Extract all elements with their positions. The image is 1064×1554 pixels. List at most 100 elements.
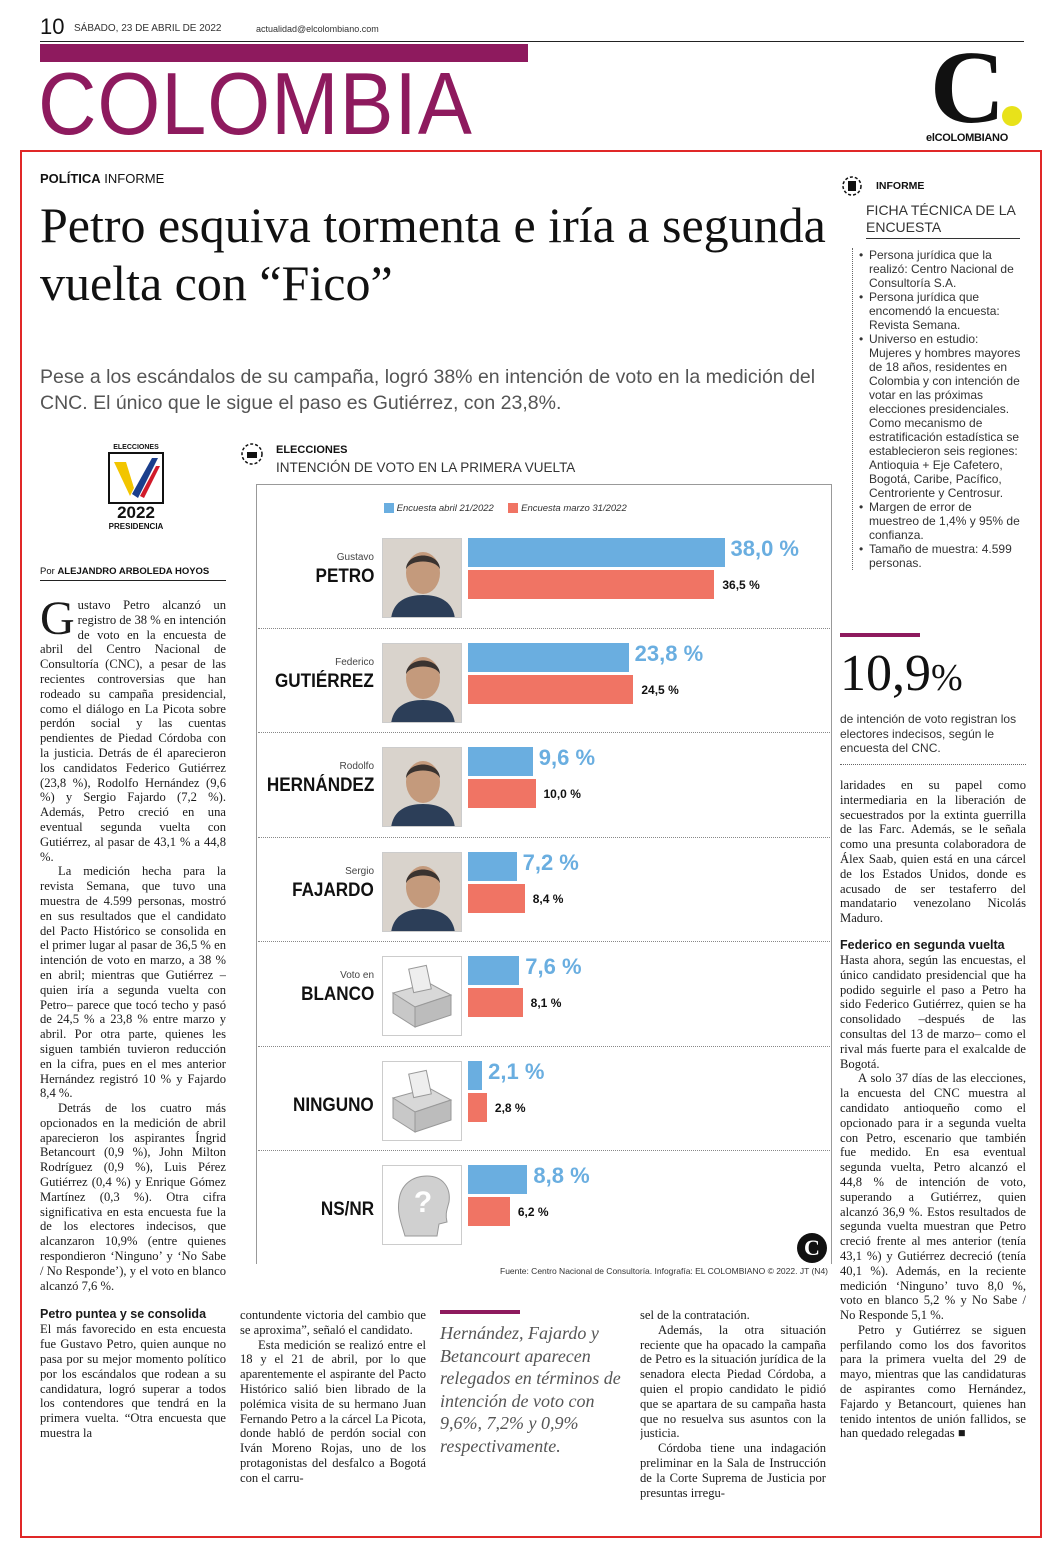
kicker-bold: POLÍTICA bbox=[40, 171, 101, 186]
bar-abril bbox=[468, 1165, 528, 1194]
ficha-item: Persona jurídica que la realizó: Centro … bbox=[857, 248, 1022, 290]
kicker: POLÍTICA INFORME bbox=[40, 171, 164, 186]
ficha-item: Margen de error de muestreo de 1,4% y 95… bbox=[857, 500, 1022, 542]
value-label-abril: 9,6 % bbox=[538, 745, 596, 770]
col4-p2: Además, la otra situación reciente que h… bbox=[640, 1322, 826, 1441]
legend-swatch-marzo bbox=[508, 503, 519, 514]
ficha-item: Tamaño de muestra: 4.599 personas. bbox=[857, 542, 1022, 570]
ballot-box-icon bbox=[382, 956, 462, 1036]
col2-p1: contundente victoria del cambio que se a… bbox=[240, 1308, 426, 1337]
photo-petro-icon bbox=[382, 538, 462, 618]
chart-row: Voto en BLANCO 7,6 % 8,1 % bbox=[258, 942, 830, 1047]
chart-row: Sergio FAJARDO 7,2 % 8,4 % bbox=[258, 838, 830, 942]
bar-marzo bbox=[468, 570, 715, 599]
col5-p4: Petro y Gutiérrez se siguen perfilando c… bbox=[840, 1322, 1026, 1441]
ficha-item: Persona jurídica que encomendó la encues… bbox=[857, 290, 1022, 332]
photo-fajardo-icon bbox=[382, 851, 462, 932]
value-label-marzo: 6,2 % bbox=[517, 1205, 549, 1219]
category-first-name: Sergio bbox=[345, 865, 374, 877]
category-label: PETRO bbox=[315, 566, 374, 587]
value-label-abril: 23,8 % bbox=[634, 640, 704, 666]
logo: C elCOLOMBIANO bbox=[926, 36, 1026, 148]
dropcap: G bbox=[40, 598, 75, 645]
bar-marzo bbox=[468, 779, 536, 808]
value-label-marzo: 8,1 % bbox=[530, 996, 562, 1010]
col2-p2: Esta medición se realizó entre el 18 y e… bbox=[240, 1337, 426, 1485]
big-number-caption: de intención de voto registran los elect… bbox=[840, 712, 1017, 755]
chart-legend: Encuesta abril 21/2022 Encuesta marzo 31… bbox=[384, 503, 627, 514]
col1-p3: Detrás de los cuatro más opcionados en l… bbox=[40, 1101, 226, 1293]
bar-abril bbox=[468, 1060, 483, 1090]
logo-dot bbox=[1002, 106, 1022, 126]
badge-bottom: PRESIDENCIA bbox=[108, 522, 164, 531]
ficha-tag: INFORME bbox=[876, 180, 925, 192]
category-first-name: Voto en bbox=[340, 970, 374, 981]
col5-p3: A solo 37 días de las elecciones, la enc… bbox=[840, 1071, 1026, 1323]
chart-kicker: ELECCIONES bbox=[276, 444, 348, 456]
bar-abril bbox=[468, 642, 629, 672]
col1-p1: ustavo Petro alcanzó un registro de 38 %… bbox=[40, 598, 226, 864]
ficha-list: Persona jurídica que la realizó: Centro … bbox=[852, 248, 1022, 570]
category-first-name: Rodolfo bbox=[339, 761, 374, 772]
bar-marzo bbox=[468, 1197, 510, 1226]
article-frame bbox=[20, 150, 1042, 1538]
category-first-name: Gustavo bbox=[336, 552, 374, 563]
header-date: SÁBADO, 23 DE ABRIL DE 2022 bbox=[74, 23, 222, 34]
legend-abril: Encuesta abril 21/2022 bbox=[396, 503, 494, 514]
category-label: BLANCO bbox=[300, 984, 374, 1005]
chart-frame bbox=[256, 484, 832, 1264]
bar-marzo bbox=[468, 1092, 487, 1122]
check-logo-icon bbox=[108, 452, 164, 504]
byline-author: ALEJANDRO ARBOLEDA HOYOS bbox=[57, 566, 210, 577]
ficha-rule bbox=[866, 238, 1020, 239]
badge-year: 2022 bbox=[117, 503, 155, 522]
ballot-circle-icon bbox=[241, 443, 263, 465]
chart-row: Federico GUTIÉRREZ 23,8 % 24,5 % bbox=[258, 629, 830, 733]
elections-badge: ELECCIONES 2022 PRESIDENCIA bbox=[104, 444, 168, 540]
col1-subhead: Petro puntea y se consolida bbox=[40, 1307, 207, 1322]
col5-p1: laridades en su papel como intermediaria… bbox=[840, 778, 1026, 926]
page-header: 10 SÁBADO, 23 DE ABRIL DE 2022 actualida… bbox=[40, 14, 1024, 42]
deck: Pese a los escándalos de su campaña, log… bbox=[40, 366, 816, 414]
ficha-item: Universo en estudio: Mujeres y hombres m… bbox=[857, 332, 1022, 500]
chart-title: INTENCIÓN DE VOTO EN LA PRIMERA VUELTA bbox=[276, 460, 576, 475]
chart-row: NINGUNO 2,1 % 2,8 % bbox=[258, 1047, 830, 1151]
value-label-abril: 2,1 % bbox=[488, 1058, 545, 1084]
col5-p2: Hasta ahora, según las encuestas, el úni… bbox=[840, 952, 1026, 1071]
chart-row: Gustavo PETRO 38,0 % 36,5 % bbox=[258, 524, 830, 629]
big-number-rule bbox=[840, 633, 920, 637]
big-number: 10,9% bbox=[840, 645, 963, 702]
legend-swatch-abril bbox=[384, 503, 394, 514]
bar-abril bbox=[468, 538, 725, 567]
col5-subhead: Federico en segunda vuelta bbox=[840, 937, 1005, 952]
bar-abril bbox=[468, 747, 533, 776]
value-label-abril: 38,0 % bbox=[730, 536, 800, 561]
category-label: NINGUNO bbox=[293, 1094, 374, 1116]
document-circle-icon bbox=[842, 176, 862, 196]
kicker-text: INFORME bbox=[104, 171, 165, 186]
page-number: 10 bbox=[40, 14, 65, 39]
section-bar bbox=[40, 44, 528, 62]
section-title: COLOMBIA bbox=[38, 54, 473, 153]
byline: Por ALEJANDRO ARBOLEDA HOYOS bbox=[40, 566, 226, 581]
pullquote-rule bbox=[440, 1310, 520, 1314]
category-label: FAJARDO bbox=[292, 879, 374, 901]
bar-marzo bbox=[468, 674, 634, 704]
chart-source: Fuente: Centro Nacional de Consultoría. … bbox=[500, 1266, 828, 1276]
logo-name: elCOLOMBIANO bbox=[926, 132, 1008, 144]
value-label-marzo: 2,8 % bbox=[494, 1100, 526, 1115]
category-first-name: Federico bbox=[335, 656, 374, 668]
question-head-icon: ? bbox=[382, 1165, 462, 1245]
value-label-abril: 7,6 % bbox=[525, 954, 582, 979]
column-4: sel de la contratación. Además, la otra … bbox=[640, 1308, 826, 1538]
value-label-marzo: 36,5 % bbox=[722, 578, 760, 592]
ficha-title: FICHA TÉCNICA DE LA ENCUESTA bbox=[866, 202, 1016, 235]
chart-logo-icon: C bbox=[797, 1233, 827, 1263]
value-label-marzo: 8,4 % bbox=[532, 891, 564, 906]
logo-letter: C bbox=[930, 30, 1006, 145]
svg-text:?: ? bbox=[414, 1186, 432, 1219]
col1-p4: El más favorecido en esta encuesta fue G… bbox=[40, 1322, 226, 1441]
category-label: GUTIÉRREZ bbox=[275, 670, 374, 692]
badge-top: ELECCIONES bbox=[113, 444, 159, 451]
